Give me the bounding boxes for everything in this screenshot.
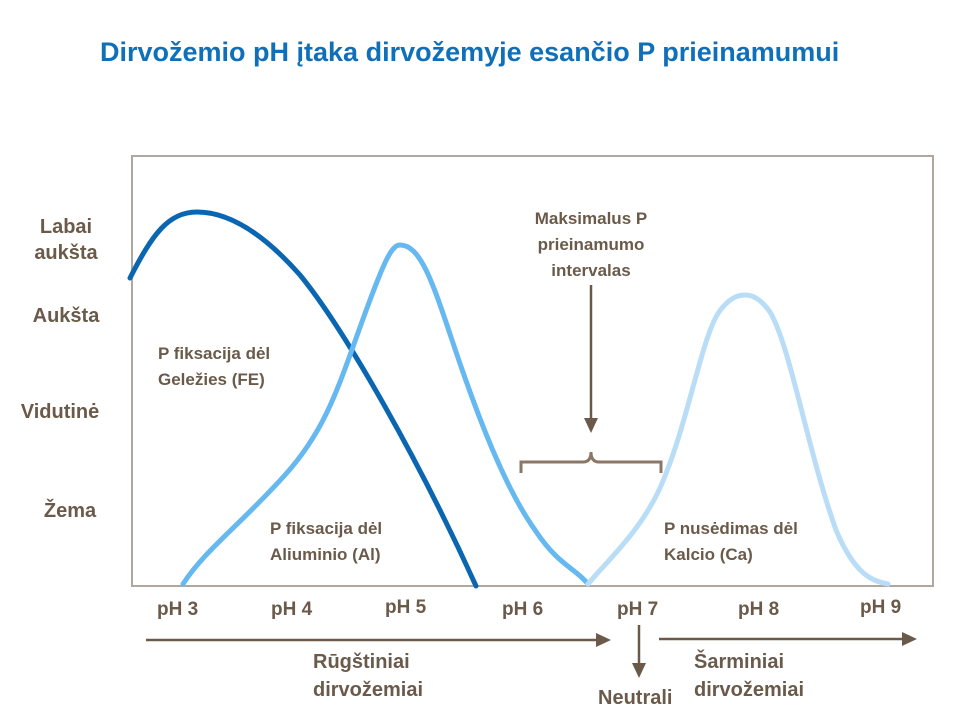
acidic-arrowhead: [596, 633, 611, 647]
x-tick-ph9: pH 9: [860, 597, 902, 618]
ca-precipitation-curve: [585, 292, 891, 587]
x-tick-ph8: pH 8: [738, 599, 780, 620]
x-tick-ph6: pH 6: [502, 599, 544, 620]
y-level-high: Aukšta: [32, 305, 100, 327]
neutral-label: Neutrali: [598, 687, 673, 709]
al-fixation-curve: [180, 242, 591, 587]
x-tick-ph4: pH 4: [271, 599, 313, 620]
fe-fixation-curve: [127, 209, 479, 589]
page-title: Dirvožemio pH įtaka dirvožemyje esančio …: [100, 37, 840, 67]
x-tick-ph5: pH 5: [385, 597, 427, 618]
x-tick-ph7: pH 7: [617, 599, 659, 620]
y-level-very-high: Labai aukšta: [34, 216, 98, 264]
al-annotation: P fiksacija dėl Aliuminio (Al): [270, 519, 383, 564]
neutral-arrowhead: [632, 663, 646, 678]
fe-annotation: P fiksacija dėl Geležies (FE): [158, 344, 271, 389]
plot-frame: [131, 155, 934, 587]
acidic-soils-label: Rūgštiniai dirvožemiai: [313, 651, 424, 701]
max-interval-annotation: Maksimalus P prieinamumo intervalas: [534, 209, 648, 280]
alkaline-arrowhead: [902, 632, 917, 646]
y-level-low: Žema: [43, 500, 97, 522]
ca-annotation: P nusėdimas dėl Kalcio (Ca): [664, 519, 798, 564]
x-tick-ph3: pH 3: [157, 599, 199, 620]
alkaline-soils-label: Šarminiai dirvožemiai: [694, 651, 805, 701]
max-interval-arrowhead: [584, 418, 598, 433]
max-interval-bracket: [519, 451, 663, 473]
y-level-medium: Vidutinė: [20, 401, 100, 423]
